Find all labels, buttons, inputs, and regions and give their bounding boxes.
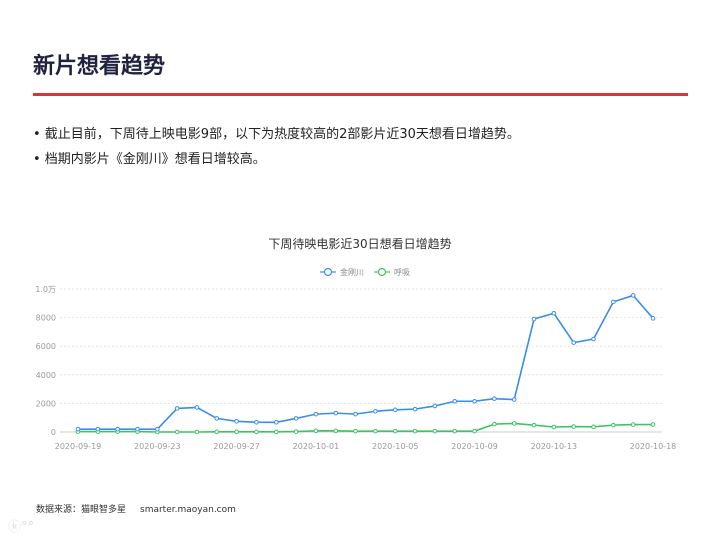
data-point (611, 299, 616, 305)
source-label: 数据来源：猫眼智多星 (36, 505, 127, 515)
y-tick-label: 8000 (36, 314, 56, 323)
bullet-list: • 截止目前，下周待上映电影9部，以下为热度较高的2部影片近30天想看日增趋势。… (33, 122, 520, 172)
bullet-item: • 截止目前，下周待上映电影9部，以下为热度较高的2部影片近30天想看日增趋势。 (33, 127, 520, 142)
data-point (353, 411, 358, 417)
data-point (432, 428, 438, 434)
data-point (234, 429, 239, 435)
series-line (78, 422, 653, 433)
x-tick-label: 2020-09-19 (55, 442, 102, 451)
data-point (313, 428, 319, 434)
data-point (254, 419, 259, 425)
data-point (293, 416, 299, 421)
data-point (174, 429, 180, 435)
data-point (373, 428, 378, 434)
x-tick-label: 2020-10-13 (531, 442, 578, 451)
data-point (194, 405, 200, 410)
data-point (333, 410, 339, 416)
data-point (630, 293, 636, 298)
data-point (650, 316, 656, 321)
data-point (531, 316, 537, 322)
data-point (214, 416, 220, 421)
y-tick-label: 6000 (36, 342, 56, 351)
data-point (650, 422, 656, 427)
legend-label: 金刚川 (340, 267, 364, 277)
data-point (591, 336, 596, 342)
x-tick-label: 2020-09-23 (134, 442, 181, 451)
data-point (392, 428, 398, 434)
x-tick-label: 2020-10-01 (293, 442, 340, 451)
watermark-logo: ⓚ°° (8, 520, 35, 535)
source-url: smarter.maoyan.com (140, 505, 236, 515)
data-point (571, 424, 576, 429)
data-point (234, 418, 239, 424)
data-source: 数据来源：猫眼智多星 smarter.maoyan.com (36, 502, 250, 515)
data-point (293, 429, 299, 434)
data-point (531, 422, 537, 428)
data-point (511, 397, 517, 402)
bullet-item: • 档期内影片《金刚川》想看日增较高。 (33, 152, 266, 167)
data-point (95, 426, 101, 432)
data-point (373, 408, 378, 414)
data-point (412, 428, 418, 434)
data-point (353, 428, 358, 434)
title-divider (33, 93, 688, 96)
y-tick-label: 2000 (36, 399, 56, 408)
data-point (333, 428, 339, 434)
data-point (115, 426, 120, 432)
data-point (492, 421, 497, 427)
series-line (78, 294, 654, 430)
x-tick-label: 2020-10-18 (630, 442, 677, 451)
legend-label: 呼吸 (394, 267, 410, 277)
legend-marker (377, 267, 387, 277)
data-point (472, 428, 477, 434)
data-point (571, 340, 576, 345)
data-point (313, 411, 319, 417)
data-point (611, 422, 616, 428)
data-point (135, 426, 140, 432)
data-point (174, 406, 180, 411)
data-point (551, 311, 557, 316)
data-point (432, 403, 438, 409)
data-point (214, 429, 220, 435)
data-point (273, 429, 279, 435)
data-point (551, 424, 557, 430)
data-point (630, 422, 636, 427)
data-point (591, 424, 596, 430)
y-tick-label: 1.0万 (35, 285, 56, 294)
x-tick-label: 2020-09-27 (213, 442, 260, 451)
x-tick-label: 2020-10-09 (451, 442, 498, 451)
y-tick-label: 0 (51, 428, 56, 437)
data-point (492, 396, 497, 401)
data-point (194, 429, 200, 435)
data-point (452, 398, 458, 404)
data-point (392, 407, 398, 413)
data-point (254, 429, 259, 435)
data-point (75, 426, 81, 432)
data-point (273, 419, 279, 425)
legend-marker (323, 267, 333, 277)
y-tick-label: 4000 (36, 371, 56, 380)
data-point (155, 426, 160, 432)
data-point (452, 428, 458, 434)
page-title: 新片想看趋势 (33, 54, 166, 79)
data-point (412, 406, 418, 412)
x-tick-label: 2020-10-05 (372, 442, 419, 451)
data-point (472, 398, 477, 404)
data-point (511, 421, 517, 426)
chart-title: 下周待映电影近30日想看日增趋势 (268, 237, 452, 251)
